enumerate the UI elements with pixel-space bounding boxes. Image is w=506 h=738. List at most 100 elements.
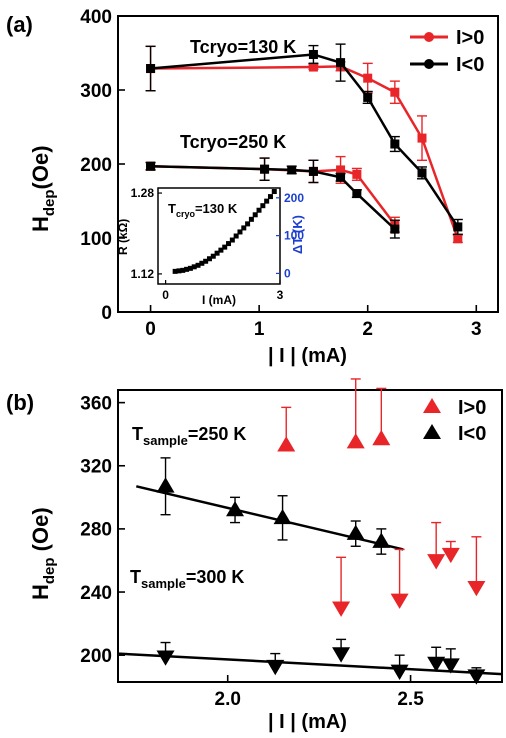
inset-data-point bbox=[264, 198, 270, 204]
data-point bbox=[390, 139, 400, 149]
inset-series bbox=[172, 189, 277, 274]
inset-data-point bbox=[222, 244, 228, 250]
data-point bbox=[441, 547, 460, 564]
series-b bbox=[117, 378, 503, 685]
y-tick-label: 320 bbox=[80, 457, 112, 478]
plot-frame-b bbox=[117, 389, 503, 683]
data-point bbox=[453, 234, 463, 244]
data-point bbox=[390, 224, 400, 234]
x-tick-label: 3 bbox=[471, 319, 482, 340]
annotation-tcryo-250: Tcryo=250 K bbox=[180, 132, 286, 152]
inset-data-point bbox=[199, 260, 205, 266]
data-point bbox=[427, 656, 446, 673]
x-tick-label: 2.0 bbox=[215, 689, 241, 710]
data-point bbox=[390, 87, 400, 97]
panel-label-a: (a) bbox=[6, 12, 33, 37]
inset-data-point bbox=[248, 216, 254, 222]
data-point bbox=[146, 161, 156, 171]
data-point bbox=[417, 133, 427, 143]
data-point bbox=[226, 500, 245, 517]
data-point bbox=[287, 165, 297, 175]
inset-x-tick-label: 0 bbox=[162, 288, 169, 302]
data-point bbox=[363, 73, 373, 83]
data-point bbox=[372, 532, 391, 548]
inset-data-point bbox=[214, 250, 220, 256]
xlabel-b: | I | (mA) bbox=[268, 711, 347, 733]
inset-y2-tick-label: 100 bbox=[284, 229, 304, 243]
data-point bbox=[260, 164, 270, 174]
data-point bbox=[441, 658, 460, 674]
data-point bbox=[346, 433, 365, 449]
data-point bbox=[156, 477, 175, 493]
inset-data-point bbox=[256, 207, 262, 213]
y-tick-label: 360 bbox=[80, 393, 112, 414]
data-point bbox=[372, 429, 391, 446]
panel-label-b: (b) bbox=[6, 390, 34, 415]
data-point bbox=[427, 554, 446, 570]
inset-xlabel: I (mA) bbox=[202, 293, 236, 307]
legend-label-b-ineg: I<0 bbox=[458, 423, 486, 445]
inset-data-point bbox=[206, 256, 212, 262]
data-point bbox=[336, 165, 346, 175]
legend-marker-ipos bbox=[424, 32, 434, 42]
inset-data-point bbox=[218, 247, 224, 253]
data-point bbox=[390, 593, 409, 609]
inset-data-point bbox=[184, 266, 190, 272]
inset-data-point bbox=[260, 203, 266, 209]
inset-data-point bbox=[271, 189, 277, 195]
inset-data-point bbox=[233, 233, 239, 239]
data-point bbox=[467, 580, 486, 597]
xlabel-a: | I | (mA) bbox=[268, 345, 347, 367]
data-point bbox=[467, 669, 486, 685]
inset-data-point bbox=[172, 268, 178, 274]
x-tick-label: 2.5 bbox=[397, 689, 424, 710]
fit-line bbox=[117, 652, 503, 676]
inset-y2-tick-label: 0 bbox=[284, 266, 291, 280]
series-a bbox=[145, 43, 463, 244]
x-tick-label: 2 bbox=[362, 319, 373, 340]
legend-label-b-ipos: I>0 bbox=[458, 397, 486, 419]
fit-line bbox=[135, 485, 404, 551]
annotation-tsample-250: Tsample=250 K bbox=[132, 424, 246, 448]
data-point bbox=[308, 166, 318, 176]
data-point bbox=[390, 664, 409, 680]
data-point bbox=[308, 62, 318, 72]
data-point bbox=[336, 58, 346, 68]
data-point bbox=[336, 172, 346, 182]
data-point bbox=[308, 49, 318, 59]
inset-ylabel-left: R (kΩ) bbox=[116, 219, 130, 255]
legend-a: I>0 I<0 bbox=[410, 27, 484, 76]
y-tick-label: 240 bbox=[80, 583, 112, 604]
data-point bbox=[352, 189, 362, 199]
inset-data-point bbox=[226, 241, 232, 247]
legend-label-ineg: I<0 bbox=[456, 54, 484, 76]
inset-x-tick-label: 3 bbox=[277, 288, 284, 302]
inset-data-point bbox=[191, 264, 197, 270]
x-tick-label: 0 bbox=[145, 319, 156, 340]
data-point bbox=[352, 169, 362, 179]
data-point bbox=[332, 647, 351, 663]
y-tick-label: 400 bbox=[80, 7, 112, 28]
inset-data-point bbox=[245, 221, 251, 227]
inset-y-tick-label: 1.12 bbox=[131, 267, 155, 281]
y-tick-label: 200 bbox=[80, 155, 112, 176]
inset-data-point bbox=[267, 194, 273, 200]
inset-data-point bbox=[195, 262, 201, 268]
inset-data-point bbox=[187, 265, 193, 271]
inset-frame bbox=[157, 187, 281, 285]
data-point bbox=[156, 650, 175, 666]
annotation-tcryo-130: Tcryo=130 K bbox=[190, 37, 296, 57]
inset-data-point bbox=[237, 229, 243, 235]
inset-data-point bbox=[210, 253, 216, 259]
data-point bbox=[346, 524, 365, 540]
inset-data-point bbox=[176, 268, 182, 274]
axes-b: 2.0 2.5 200 240 280 320 360 bbox=[80, 393, 424, 710]
y-tick-label: 280 bbox=[80, 520, 112, 541]
data-point bbox=[277, 436, 296, 452]
x-tick-label: 1 bbox=[254, 319, 265, 340]
